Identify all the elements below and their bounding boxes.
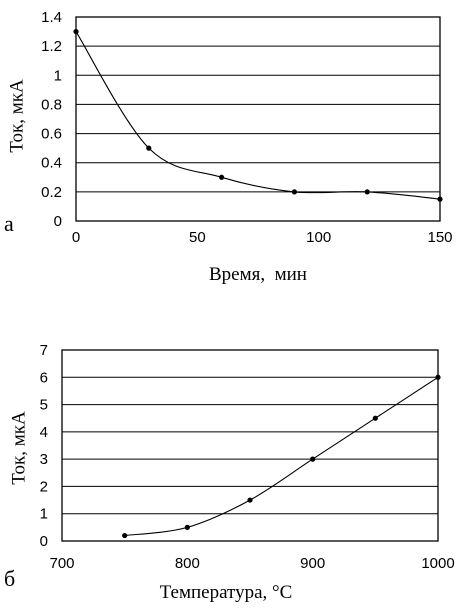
grid-lines — [76, 45, 440, 193]
y-tick-labels: 0 1 2 3 4 5 6 7 — [40, 342, 48, 550]
x-tick-label: 150 — [427, 229, 452, 246]
data-point — [310, 456, 316, 462]
data-point — [372, 415, 378, 421]
panel-letter: а — [4, 211, 14, 236]
y-tick-label: 1 — [40, 506, 48, 523]
panel-letter: б — [4, 566, 15, 591]
data-point — [122, 532, 128, 539]
data-point — [184, 524, 190, 530]
y-tick-label: 0.2 — [41, 184, 62, 201]
y-axis-title: Ток, мкА — [6, 79, 27, 153]
data-point — [437, 196, 443, 202]
y-tick-label: 7 — [40, 342, 48, 359]
plot-area-frame — [75, 16, 441, 222]
y-tick-labels: 0 0.2 0.4 0.6 0.8 1 1.2 1.4 — [41, 9, 62, 230]
data-point — [219, 174, 225, 180]
x-axis-title: Температура, °C — [160, 582, 293, 603]
data-point — [73, 28, 79, 35]
y-tick-label: 1.2 — [41, 38, 62, 55]
x-tick-label: 100 — [306, 229, 331, 246]
data-points — [73, 28, 443, 202]
data-point — [247, 497, 253, 503]
series-line — [75, 31, 441, 200]
data-point — [435, 374, 441, 380]
y-tick-label: 0 — [54, 213, 62, 230]
x-tick-label: 0 — [72, 229, 80, 246]
y-tick-label: 1.4 — [41, 9, 62, 26]
x-tick-label: 1000 — [421, 555, 454, 572]
y-tick-label: 0.8 — [41, 96, 62, 113]
y-tick-label: 0 — [40, 533, 48, 550]
y-tick-label: 5 — [40, 397, 48, 414]
data-point — [146, 145, 152, 151]
x-axis-title: Время, мин — [209, 264, 307, 285]
y-tick-label: 2 — [40, 478, 48, 495]
y-tick-label: 3 — [40, 451, 48, 468]
chart-panel-a: 00.20.40.60.811.21.4 0 50 100 150 Ток, мкА … — [4, 9, 453, 285]
x-tick-labels: 0 50 100 150 — [72, 229, 453, 246]
plot-area-frame — [61, 349, 439, 542]
y-axis-title: Ток, мкА — [8, 411, 29, 485]
data-point — [291, 189, 297, 195]
data-points — [122, 374, 441, 539]
y-tick-label: 6 — [40, 369, 48, 386]
data-point — [364, 189, 370, 195]
y-tick-label: 0.6 — [41, 126, 62, 143]
x-tick-label: 50 — [189, 229, 206, 246]
x-tick-label: 800 — [175, 555, 200, 572]
y-tick-label: 0.4 — [41, 155, 62, 172]
x-tick-labels: 700 800 900 1000 — [49, 555, 454, 572]
x-tick-label: 900 — [300, 555, 325, 572]
series-line — [124, 376, 439, 537]
chart-panel-b: 0 1 2 3 4 5 6 7 700 800 900 1000 Ток, мкА Температ… — [4, 342, 455, 603]
y-tick-label: 1 — [54, 67, 62, 84]
grid-lines — [62, 376, 438, 515]
x-tick-label: 700 — [49, 555, 74, 572]
y-tick-label: 4 — [40, 424, 48, 441]
